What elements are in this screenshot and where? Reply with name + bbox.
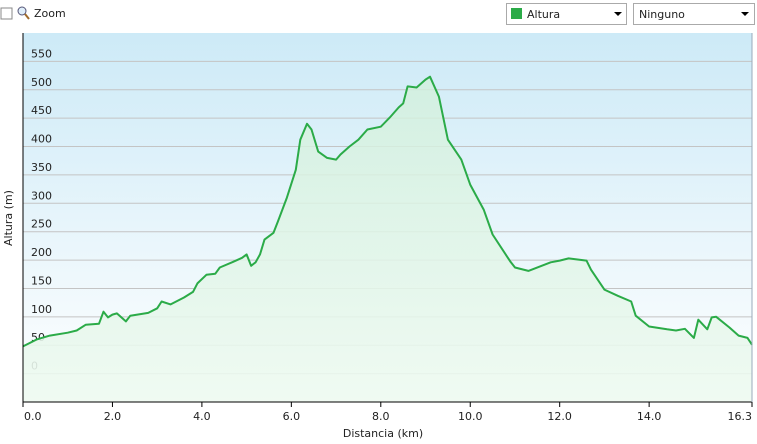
- plot: 0501001502002503003504004505005500.02.04…: [22, 33, 753, 423]
- y-tick-label: 400: [31, 133, 52, 146]
- x-tick-label: 6.0: [283, 410, 301, 423]
- y-tick-label: 450: [31, 104, 52, 117]
- x-axis-label: Distancia (km): [343, 427, 423, 440]
- x-tick-label: 0.0: [24, 410, 42, 423]
- y-tick-label: 200: [31, 246, 52, 259]
- x-tick-label: 14.0: [637, 410, 662, 423]
- series-select-label: Altura: [527, 8, 560, 21]
- zoom-label: Zoom: [34, 7, 66, 20]
- x-tick-label: 12.0: [547, 410, 572, 423]
- series-swatch: [511, 8, 522, 19]
- area-fill: [23, 76, 752, 402]
- secondary-select[interactable]: Ninguno: [633, 3, 755, 25]
- zoom-icon: [17, 6, 30, 20]
- x-tick-label: 4.0: [193, 410, 211, 423]
- x-tick-label: 8.0: [372, 410, 390, 423]
- y-tick-label: 150: [31, 274, 52, 287]
- y-tick-label: 300: [31, 189, 52, 202]
- elevation-line: [22, 75, 753, 348]
- y-tick-label: 350: [31, 161, 52, 174]
- y-tick-label: 550: [31, 47, 52, 60]
- x-tick-label: 2.0: [104, 410, 122, 423]
- y-axis-label: Altura (m): [2, 190, 15, 246]
- x-tick-label: 10.0: [458, 410, 483, 423]
- zoom-checkbox[interactable]: [0, 7, 13, 20]
- y-tick-label: 100: [31, 303, 52, 316]
- secondary-select-label: Ninguno: [639, 8, 685, 21]
- x-tick-label: 16.3: [728, 410, 753, 423]
- series-select[interactable]: Altura: [506, 3, 627, 25]
- y-tick-label: 500: [31, 76, 52, 89]
- y-tick-label: 250: [31, 218, 52, 231]
